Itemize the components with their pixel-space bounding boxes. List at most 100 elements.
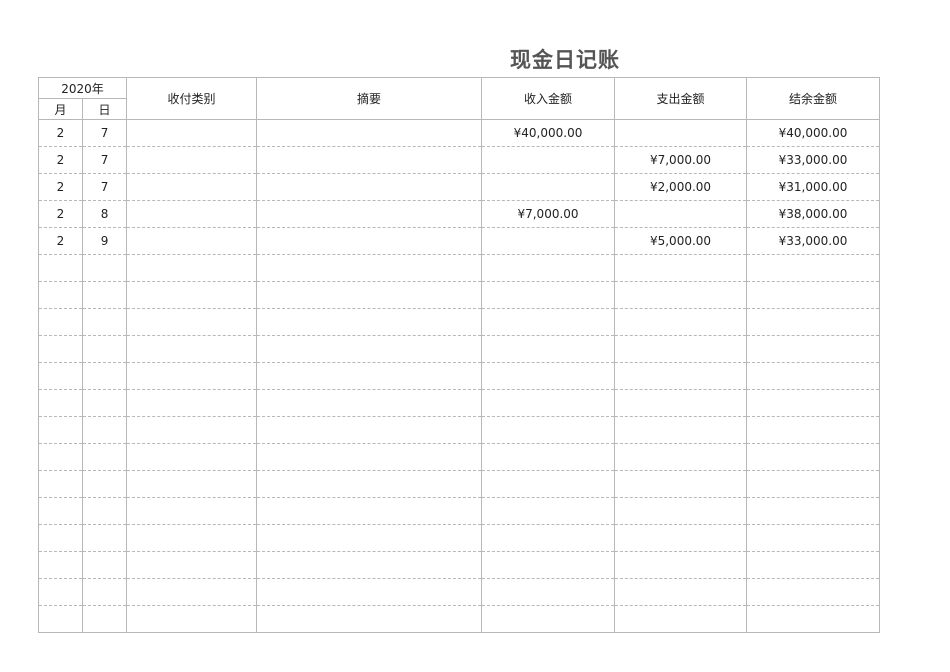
income-cell[interactable] <box>481 416 616 444</box>
summary-cell[interactable] <box>256 254 483 282</box>
month-cell[interactable] <box>38 605 83 633</box>
month-cell[interactable]: 2 <box>38 146 83 174</box>
summary-cell[interactable] <box>256 497 483 525</box>
summary-cell[interactable] <box>256 416 483 444</box>
month-cell[interactable]: 2 <box>38 200 83 228</box>
day-cell[interactable] <box>81 605 128 633</box>
balance-cell[interactable]: ¥33,000.00 <box>746 146 881 174</box>
summary-cell[interactable] <box>256 227 483 255</box>
category-cell[interactable] <box>126 254 258 282</box>
balance-cell[interactable] <box>746 551 881 579</box>
month-cell[interactable]: 2 <box>38 173 83 201</box>
income-cell[interactable]: ¥40,000.00 <box>481 119 616 147</box>
category-cell[interactable] <box>126 227 258 255</box>
expense-cell[interactable] <box>614 605 748 633</box>
category-cell[interactable] <box>126 173 258 201</box>
month-cell[interactable] <box>38 497 83 525</box>
day-cell[interactable] <box>81 362 128 390</box>
day-cell[interactable] <box>81 308 128 336</box>
category-cell[interactable] <box>126 497 258 525</box>
summary-cell[interactable] <box>256 308 483 336</box>
income-cell[interactable] <box>481 443 616 471</box>
category-cell[interactable] <box>126 470 258 498</box>
category-cell[interactable] <box>126 605 258 633</box>
balance-cell[interactable] <box>746 524 881 552</box>
income-cell[interactable] <box>481 605 616 633</box>
balance-cell[interactable] <box>746 389 881 417</box>
income-cell[interactable] <box>481 335 616 363</box>
income-cell[interactable] <box>481 551 616 579</box>
balance-cell[interactable] <box>746 470 881 498</box>
category-cell[interactable] <box>126 200 258 228</box>
category-cell[interactable] <box>126 146 258 174</box>
expense-cell[interactable] <box>614 119 748 147</box>
day-cell[interactable] <box>81 335 128 363</box>
summary-cell[interactable] <box>256 605 483 633</box>
income-cell[interactable] <box>481 524 616 552</box>
category-cell[interactable] <box>126 524 258 552</box>
day-cell[interactable] <box>81 389 128 417</box>
day-cell[interactable] <box>81 416 128 444</box>
expense-cell[interactable] <box>614 578 748 606</box>
expense-cell[interactable] <box>614 470 748 498</box>
expense-cell[interactable] <box>614 497 748 525</box>
category-cell[interactable] <box>126 551 258 579</box>
balance-cell[interactable] <box>746 362 881 390</box>
category-cell[interactable] <box>126 308 258 336</box>
day-cell[interactable] <box>81 578 128 606</box>
balance-cell[interactable]: ¥38,000.00 <box>746 200 881 228</box>
month-cell[interactable] <box>38 335 83 363</box>
expense-cell[interactable] <box>614 308 748 336</box>
balance-cell[interactable]: ¥40,000.00 <box>746 119 881 147</box>
summary-cell[interactable] <box>256 281 483 309</box>
day-cell[interactable] <box>81 551 128 579</box>
balance-cell[interactable] <box>746 497 881 525</box>
summary-cell[interactable] <box>256 173 483 201</box>
day-cell[interactable]: 9 <box>81 227 128 255</box>
month-cell[interactable] <box>38 416 83 444</box>
summary-cell[interactable] <box>256 470 483 498</box>
month-cell[interactable] <box>38 578 83 606</box>
expense-cell[interactable] <box>614 389 748 417</box>
category-cell[interactable] <box>126 443 258 471</box>
summary-cell[interactable] <box>256 146 483 174</box>
category-cell[interactable] <box>126 578 258 606</box>
balance-cell[interactable] <box>746 308 881 336</box>
day-cell[interactable] <box>81 254 128 282</box>
category-cell[interactable] <box>126 416 258 444</box>
expense-cell[interactable] <box>614 416 748 444</box>
day-cell[interactable] <box>81 524 128 552</box>
summary-cell[interactable] <box>256 524 483 552</box>
day-cell[interactable] <box>81 497 128 525</box>
month-cell[interactable] <box>38 551 83 579</box>
category-cell[interactable] <box>126 362 258 390</box>
balance-cell[interactable] <box>746 335 881 363</box>
day-cell[interactable]: 7 <box>81 119 128 147</box>
summary-cell[interactable] <box>256 119 483 147</box>
balance-cell[interactable] <box>746 605 881 633</box>
expense-cell[interactable] <box>614 524 748 552</box>
month-cell[interactable] <box>38 362 83 390</box>
balance-cell[interactable]: ¥31,000.00 <box>746 173 881 201</box>
day-cell[interactable] <box>81 470 128 498</box>
expense-cell[interactable] <box>614 335 748 363</box>
day-cell[interactable]: 7 <box>81 173 128 201</box>
income-cell[interactable] <box>481 470 616 498</box>
month-cell[interactable] <box>38 389 83 417</box>
expense-cell[interactable]: ¥2,000.00 <box>614 173 748 201</box>
month-cell[interactable]: 2 <box>38 119 83 147</box>
income-cell[interactable] <box>481 146 616 174</box>
income-cell[interactable] <box>481 281 616 309</box>
month-cell[interactable] <box>38 254 83 282</box>
income-cell[interactable] <box>481 578 616 606</box>
income-cell[interactable]: ¥7,000.00 <box>481 200 616 228</box>
summary-cell[interactable] <box>256 578 483 606</box>
month-cell[interactable] <box>38 524 83 552</box>
expense-cell[interactable]: ¥7,000.00 <box>614 146 748 174</box>
expense-cell[interactable]: ¥5,000.00 <box>614 227 748 255</box>
expense-cell[interactable] <box>614 551 748 579</box>
balance-cell[interactable] <box>746 443 881 471</box>
balance-cell[interactable] <box>746 281 881 309</box>
expense-cell[interactable] <box>614 254 748 282</box>
summary-cell[interactable] <box>256 362 483 390</box>
